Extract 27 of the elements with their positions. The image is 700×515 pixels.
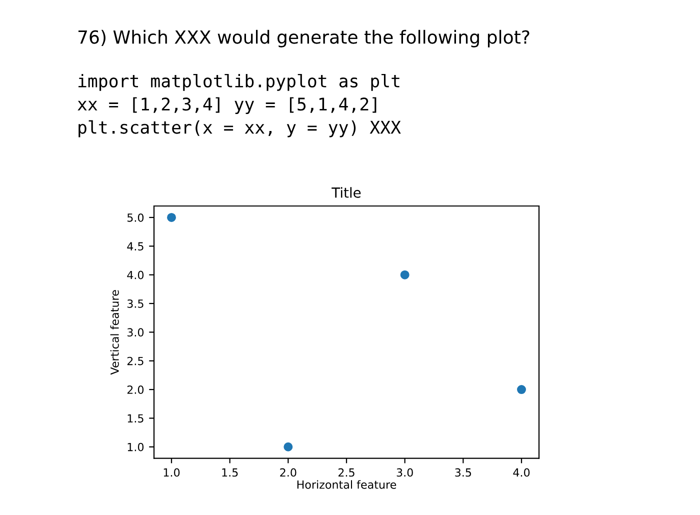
text: plt.scatter(x = xx, y = yy) XXX (78, 120, 401, 138)
point (400, 270, 410, 280)
point (167, 212, 176, 222)
x-tick-label: 3.5 (455, 468, 472, 477)
x-tick-label: 4.0 (513, 468, 530, 477)
y-tick-label: 1.0 (128, 442, 144, 452)
text: xx = [1,2,3,4] yy = [5,1,4,2] (78, 97, 376, 114)
x-tick-label: 1.0 (164, 468, 180, 477)
y-tick-label: 4.0 (127, 270, 144, 280)
y-tick-label: 3.5 (127, 299, 144, 308)
y-tick-label: 2.0 (127, 386, 144, 394)
y-axis-title: Vertical feature (110, 290, 119, 375)
x-tick-label: 1.5 (222, 468, 238, 477)
x-axis-title: Horizontal feature (297, 480, 396, 489)
x-tick-label: 3.0 (396, 468, 413, 477)
text: import matplotlib.pyplot as plt (78, 74, 400, 91)
chart-title: Title (332, 187, 361, 198)
point (517, 385, 526, 394)
x-tick-label: 2.5 (338, 468, 354, 477)
y-tick-label: 4.5 (127, 242, 144, 251)
y-tick-label: 5.0 (127, 213, 144, 222)
x-tick-label: 2.0 (280, 468, 296, 477)
y-tick-label: 1.5 (128, 414, 144, 423)
text: 76) Which XXX would generate the following plot? (78, 30, 530, 48)
y-tick-label: 3.0 (127, 328, 144, 337)
point (284, 442, 293, 452)
y-tick-label: 2.5 (127, 356, 144, 366)
